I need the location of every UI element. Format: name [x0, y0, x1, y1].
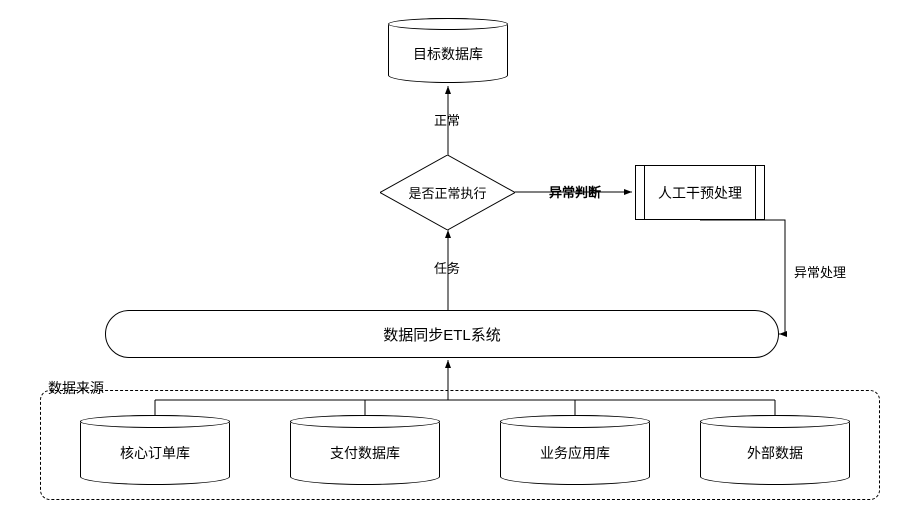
- node-pay-db: 支付数据库: [290, 415, 440, 485]
- node-etl-label: 数据同步ETL系统: [383, 324, 501, 345]
- node-core-order: 核心订单库: [80, 415, 230, 485]
- edge-label-normal: 正常: [434, 110, 460, 129]
- node-etl: 数据同步ETL系统: [105, 310, 779, 358]
- node-manual-label: 人工干预处理: [658, 183, 742, 203]
- node-core-order-label: 核心订单库: [120, 437, 190, 463]
- node-biz-app-label: 业务应用库: [540, 437, 610, 463]
- node-decision-label: 是否正常执行: [408, 183, 486, 202]
- edge-label-abnormal-handle: 异常处理: [794, 262, 846, 281]
- node-manual: 人工干预处理: [635, 165, 765, 220]
- node-pay-db-label: 支付数据库: [330, 437, 400, 463]
- flowchart-canvas: 目标数据库 是否正常执行 人工干预处理 数据同步ETL系统 数据来源 核心订单库…: [0, 0, 907, 520]
- node-biz-app: 业务应用库: [500, 415, 650, 485]
- node-target-db-label: 目标数据库: [413, 38, 483, 64]
- node-target-db: 目标数据库: [388, 18, 508, 83]
- node-decision: 是否正常执行: [380, 155, 515, 230]
- node-ext-data-label: 外部数据: [747, 437, 803, 463]
- node-ext-data: 外部数据: [700, 415, 850, 485]
- edge-label-abnormal-judge: 异常判断: [549, 182, 601, 201]
- edge-label-task: 任务: [434, 258, 460, 277]
